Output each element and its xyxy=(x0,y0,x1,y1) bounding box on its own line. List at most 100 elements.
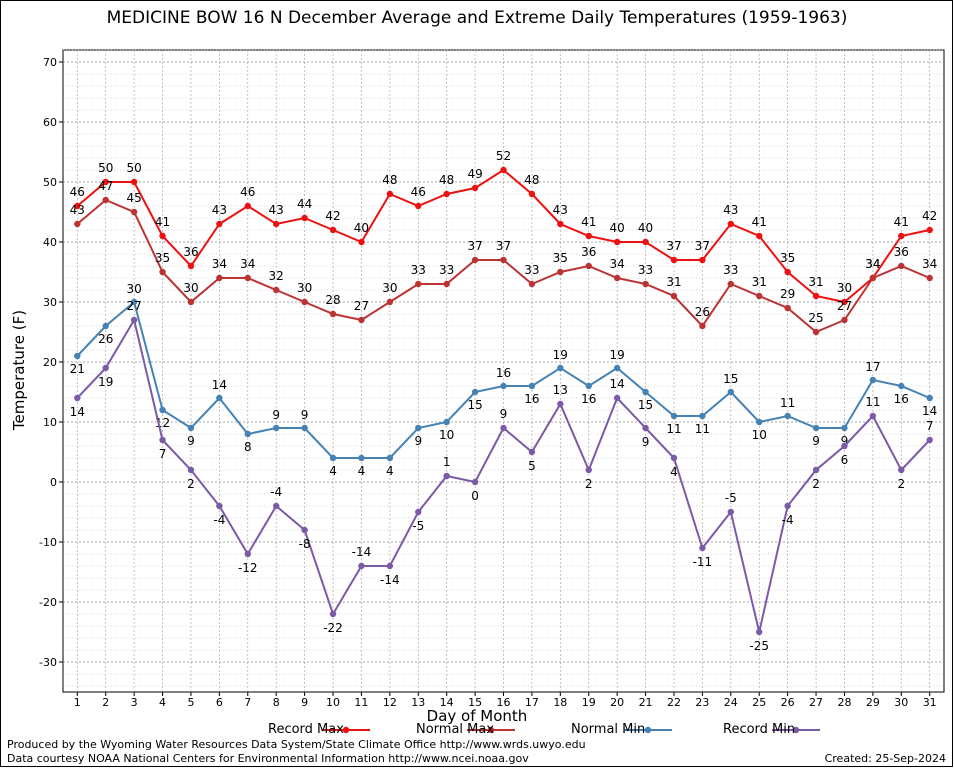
data-label: 9 xyxy=(414,434,422,448)
data-point xyxy=(841,424,848,432)
data-label: 48 xyxy=(524,173,539,187)
data-label: 27 xyxy=(126,299,141,313)
data-point xyxy=(102,364,109,372)
data-label: -4 xyxy=(270,485,282,499)
data-point xyxy=(670,292,678,300)
data-point xyxy=(500,166,507,174)
data-label: 30 xyxy=(297,281,312,295)
data-label: 9 xyxy=(187,434,195,448)
data-label: -22 xyxy=(323,621,343,635)
x-tick-label: 3 xyxy=(131,696,138,709)
data-point xyxy=(272,424,280,432)
y-tick-label: -10 xyxy=(39,536,57,549)
data-label: 36 xyxy=(183,245,198,259)
data-point xyxy=(500,256,507,264)
data-point xyxy=(585,262,592,270)
data-label: 11 xyxy=(695,422,710,436)
data-label: 4 xyxy=(670,465,678,479)
data-point xyxy=(756,292,763,300)
legend-marker xyxy=(487,726,495,734)
data-point xyxy=(557,268,564,276)
data-label: 43 xyxy=(212,203,227,217)
data-label: 10 xyxy=(752,428,767,442)
data-point xyxy=(386,190,394,198)
data-point xyxy=(642,388,649,396)
x-tick-label: 15 xyxy=(468,696,482,709)
data-label: 5 xyxy=(528,459,536,473)
data-point xyxy=(670,412,678,420)
credit-line-1: Produced by the Wyoming Water Resources … xyxy=(7,738,586,751)
data-point xyxy=(301,298,308,306)
data-label: 40 xyxy=(354,221,369,235)
data-point xyxy=(642,238,649,246)
y-tick-label: 60 xyxy=(43,116,57,129)
data-label: 2 xyxy=(897,477,905,491)
y-tick-label: 50 xyxy=(43,176,57,189)
data-point xyxy=(102,196,109,204)
data-point xyxy=(216,394,223,402)
x-tick-label: 24 xyxy=(724,696,738,709)
data-point xyxy=(130,316,138,324)
data-point xyxy=(74,220,81,228)
data-point xyxy=(613,364,621,372)
data-label: -5 xyxy=(725,491,737,505)
data-label: 33 xyxy=(638,263,653,277)
data-point xyxy=(500,424,507,432)
data-label: 16 xyxy=(496,366,511,380)
data-label: 30 xyxy=(382,281,397,295)
x-tick-label: 6 xyxy=(216,696,223,709)
data-label: 11 xyxy=(865,395,880,409)
data-point xyxy=(187,424,195,432)
data-point xyxy=(329,226,337,234)
x-axis-label: Day of Month xyxy=(426,707,528,725)
data-point xyxy=(926,436,933,444)
data-point xyxy=(699,412,706,420)
data-point xyxy=(642,280,649,288)
x-tick-label: 31 xyxy=(923,696,937,709)
data-point xyxy=(301,424,308,432)
data-label: 43 xyxy=(723,203,738,217)
legend-marker xyxy=(792,726,800,734)
x-tick-label: 4 xyxy=(159,696,166,709)
x-tick-label: 30 xyxy=(894,696,908,709)
data-label: 44 xyxy=(297,197,312,211)
x-tick-label: 9 xyxy=(301,696,308,709)
data-point xyxy=(642,424,649,432)
data-label: 30 xyxy=(183,281,198,295)
data-label: 34 xyxy=(865,257,880,271)
data-point xyxy=(415,424,422,432)
data-label: 9 xyxy=(642,435,650,449)
data-label: 9 xyxy=(272,408,280,422)
x-tick-label: 21 xyxy=(639,696,653,709)
data-point xyxy=(272,502,280,510)
data-label: 46 xyxy=(411,185,426,199)
data-label: 21 xyxy=(70,362,85,376)
data-label: 26 xyxy=(695,305,710,319)
data-label: 10 xyxy=(439,428,454,442)
data-label: 41 xyxy=(894,215,909,229)
data-label: 15 xyxy=(723,372,738,386)
data-label: -8 xyxy=(299,537,311,551)
created-date: Created: 25-Sep-2024 xyxy=(824,752,946,765)
x-tick-label: 7 xyxy=(244,696,251,709)
data-label: 34 xyxy=(240,257,255,271)
x-tick-label: 26 xyxy=(781,696,795,709)
data-label: 37 xyxy=(695,239,710,253)
x-tick-label: 20 xyxy=(610,696,624,709)
data-point xyxy=(528,280,536,288)
data-point xyxy=(841,298,848,306)
data-label: 15 xyxy=(638,398,653,412)
data-label: -14 xyxy=(352,545,372,559)
data-label: 14 xyxy=(212,378,227,392)
y-tick-label: -20 xyxy=(39,596,57,609)
data-point xyxy=(528,448,536,456)
data-label: 19 xyxy=(610,348,625,362)
data-label: 32 xyxy=(269,269,284,283)
data-point xyxy=(187,466,195,474)
data-label: 27 xyxy=(354,299,369,313)
y-axis-label: Temperature (F) xyxy=(10,309,28,431)
data-point xyxy=(187,298,195,306)
data-point xyxy=(443,472,450,480)
data-label: 9 xyxy=(500,407,508,421)
x-tick-label: 22 xyxy=(667,696,681,709)
